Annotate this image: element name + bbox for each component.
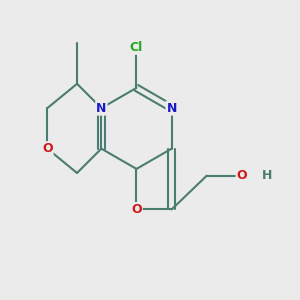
Text: O: O <box>131 203 142 216</box>
Text: O: O <box>237 169 247 182</box>
Text: H: H <box>262 169 272 182</box>
Text: O: O <box>42 142 52 155</box>
Text: N: N <box>167 102 177 115</box>
Text: Cl: Cl <box>130 41 143 54</box>
Text: N: N <box>96 102 106 115</box>
